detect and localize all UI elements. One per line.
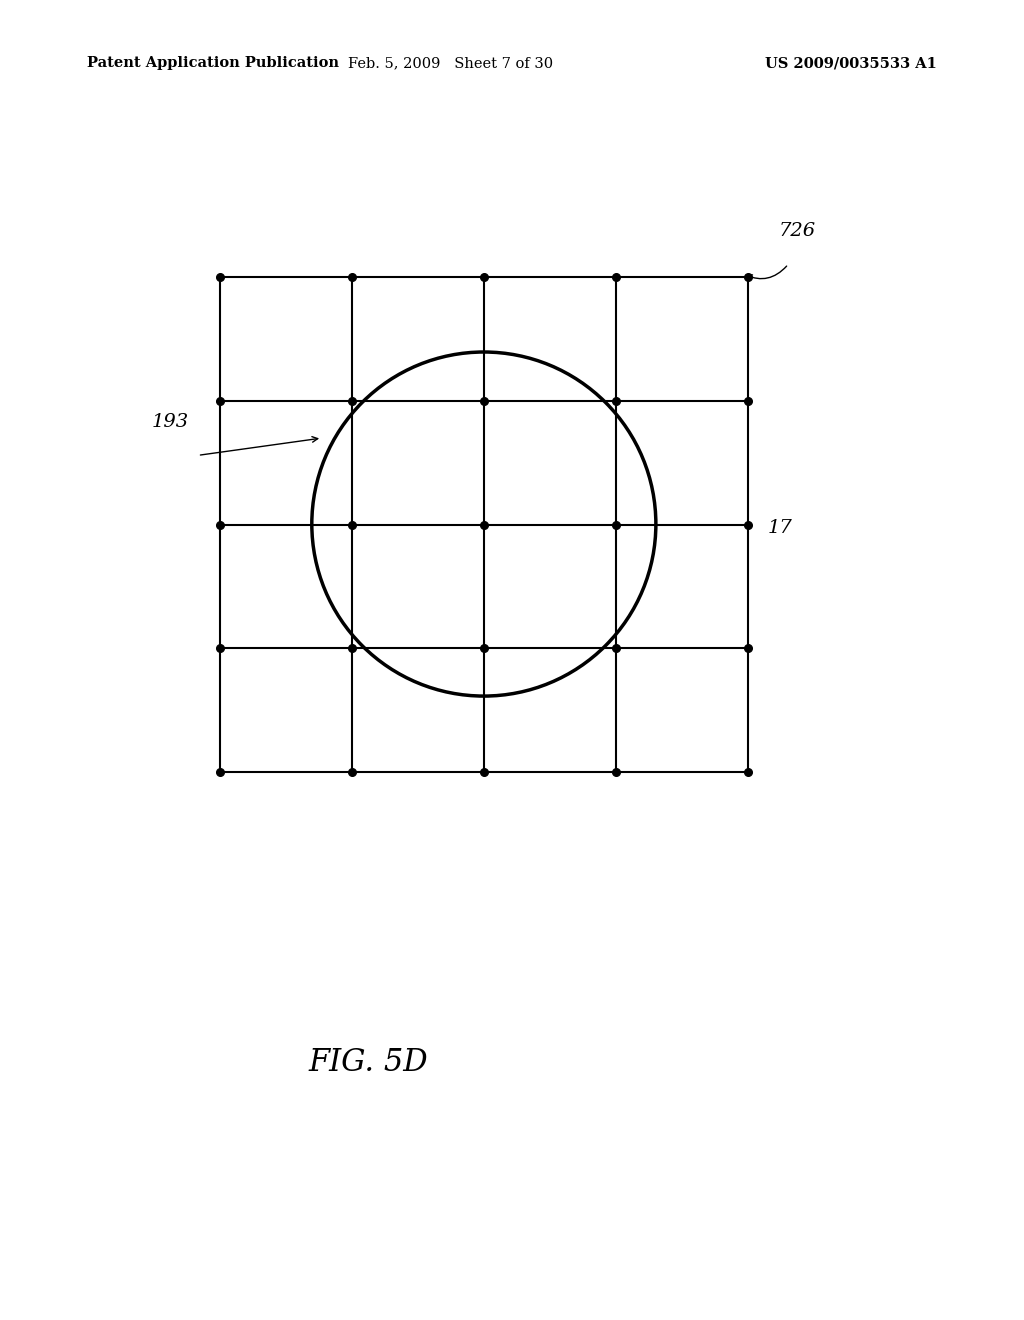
Text: 17: 17 — [768, 519, 793, 537]
Text: Feb. 5, 2009   Sheet 7 of 30: Feb. 5, 2009 Sheet 7 of 30 — [348, 57, 553, 70]
Text: US 2009/0035533 A1: US 2009/0035533 A1 — [765, 57, 937, 70]
Text: FIG. 5D: FIG. 5D — [309, 1047, 428, 1078]
Text: 193: 193 — [152, 413, 188, 432]
Text: Patent Application Publication: Patent Application Publication — [87, 57, 339, 70]
Text: 726: 726 — [778, 222, 815, 240]
